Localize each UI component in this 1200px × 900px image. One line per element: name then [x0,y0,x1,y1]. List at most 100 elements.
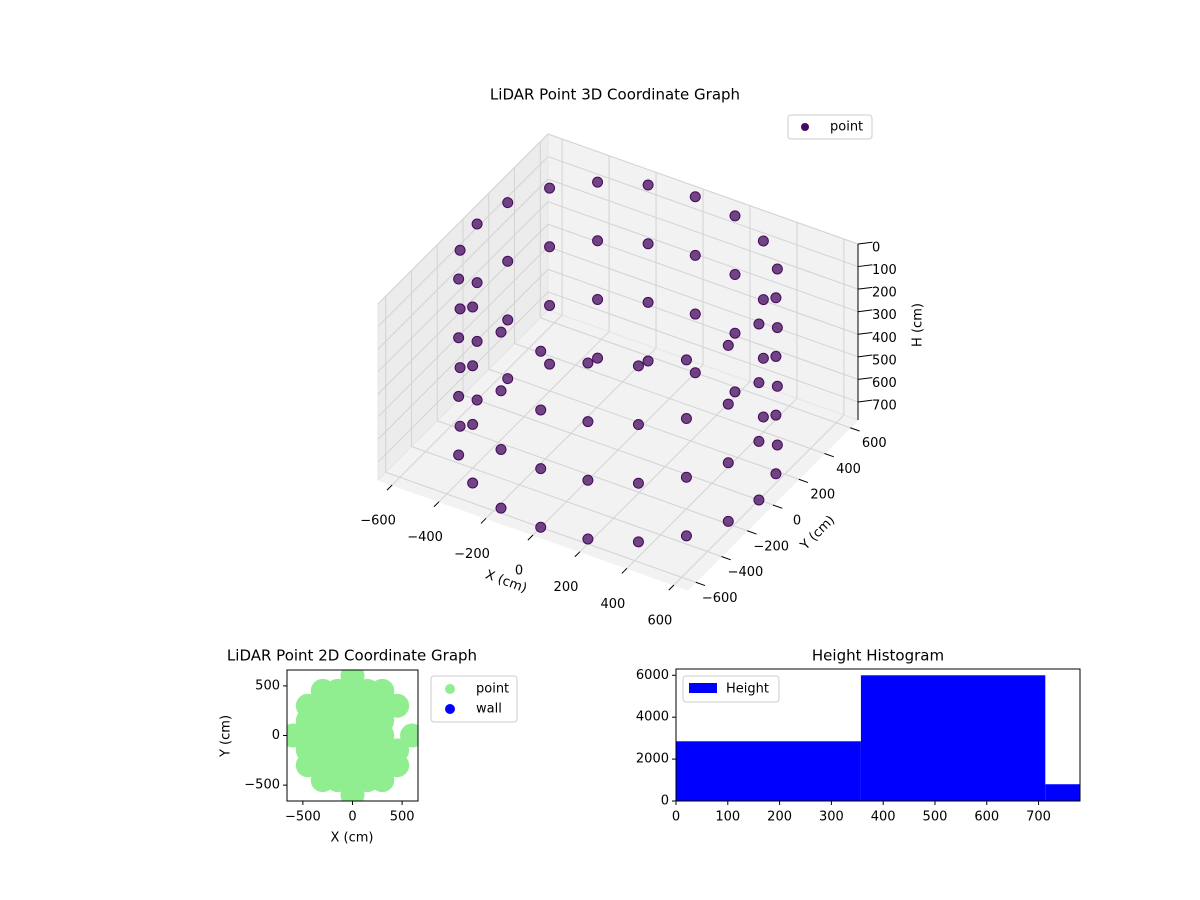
grid-line [377,133,549,305]
point [592,235,604,247]
point [753,435,765,447]
point [467,418,479,430]
x-tick-label: 400 [601,597,626,612]
point [680,471,692,483]
point [680,354,692,366]
point [722,339,734,351]
grid-line [377,156,549,327]
grid-line [547,178,859,290]
point [770,468,782,480]
point [544,182,556,194]
y-tick-label: 400 [836,462,861,477]
grid-line [547,133,859,245]
legend-marker [689,683,717,693]
x-tick-label: 200 [554,580,579,595]
point [689,191,701,203]
point [495,502,507,514]
point [753,377,765,389]
chart-title: LiDAR Point 2D Coordinate Graph [227,647,477,665]
axes-frame [675,668,1081,802]
bar [860,675,1046,801]
grid-line [411,446,722,557]
point [502,255,514,267]
tick-mark [824,453,834,458]
x-tick-label: 0 [672,810,680,825]
point [722,457,734,469]
legend-box [682,675,780,703]
x-tick-label: 100 [715,810,740,825]
tick-mark [857,286,873,290]
point [753,318,765,330]
point [454,303,466,315]
tick-mark [621,567,628,574]
point [467,477,479,489]
z-tick-label: 700 [872,398,897,413]
bar [1045,784,1080,801]
y-tick-label: 6000 [636,668,669,683]
point [770,409,782,421]
point [757,352,769,364]
tick-mark [850,427,860,432]
x-tick-label: −600 [360,514,396,529]
grid-line [547,156,859,268]
z-tick-label: 300 [872,308,897,323]
point [771,439,783,451]
legend-label: wall [476,702,502,717]
point [722,398,734,410]
point [757,294,769,306]
legend-marker [801,123,809,131]
y-tick-label: 4000 [636,710,669,725]
point [689,249,701,261]
z-tick-label: 500 [872,353,897,368]
point [632,419,644,431]
point [642,355,654,367]
point [642,179,654,191]
point [453,449,465,461]
legend-box [787,114,873,140]
point [467,301,479,313]
tick-mark [857,354,873,358]
point [771,263,783,275]
y-tick-label: −500 [244,778,280,793]
point [385,693,410,718]
point [592,352,604,364]
tick-mark [695,581,706,587]
y-axis-label: Y (cm) [219,715,234,758]
point [582,357,594,369]
point [544,358,556,370]
tick-mark [857,331,873,335]
x-tick-label: 0 [348,810,356,825]
point [453,332,465,344]
z-axis-label: H (cm) [911,303,926,347]
point [757,235,769,247]
point [471,218,483,230]
point [771,380,783,392]
point [453,390,465,402]
grid-line [437,420,748,532]
legend-label: Height [726,682,769,697]
x-tick-label: 400 [871,810,896,825]
tick-mark [747,530,757,535]
grid-line [547,201,859,313]
point [535,521,547,533]
grid-line [377,201,549,373]
grid-line [377,269,549,440]
point [592,176,604,188]
point [592,293,604,305]
point [471,335,483,347]
y-axis-label: Y (cm) [797,513,838,554]
x-axis-label: X (cm) [331,831,374,846]
point [729,386,741,398]
z-tick-label: 600 [872,376,897,391]
point [582,474,594,486]
point [582,533,594,545]
point [689,367,701,379]
grid-line [377,178,549,350]
y-tick-label: −200 [753,539,789,554]
tick-mark [574,551,581,558]
point [770,292,782,304]
grid-line [462,394,774,506]
point [370,678,395,703]
y-tick-label: −600 [702,591,738,606]
